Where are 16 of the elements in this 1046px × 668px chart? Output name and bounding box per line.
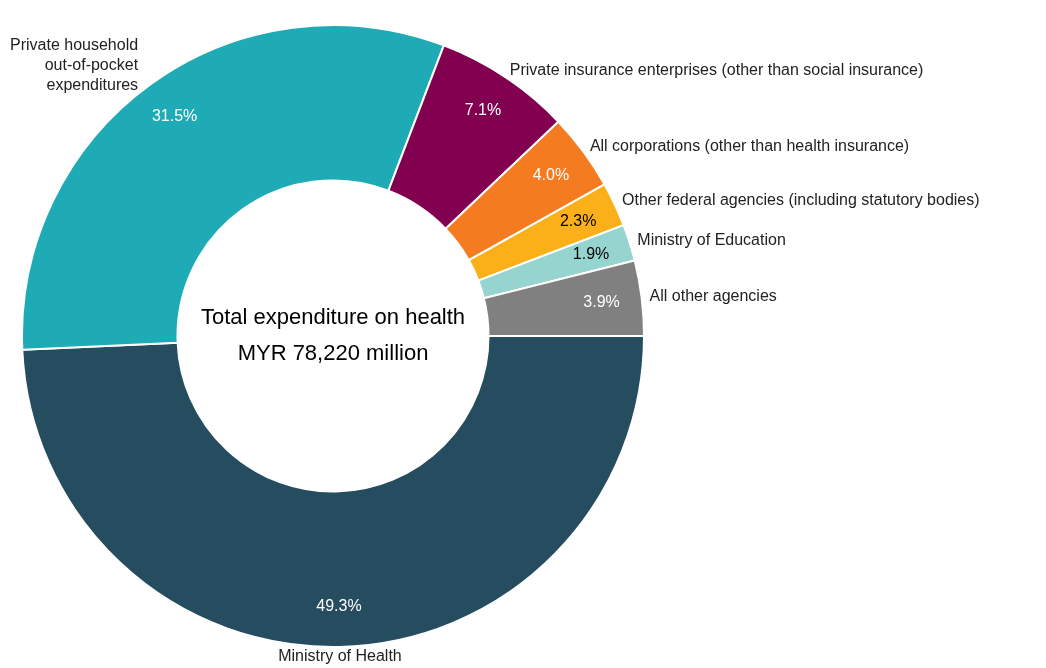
slice-label: Ministry of Education (637, 230, 786, 248)
slice-label: All corporations (other than health insurance) (589, 137, 910, 155)
data-label: 1.9% (572, 245, 610, 263)
text: Total expenditure on health (200, 304, 466, 330)
data-label: 4.0% (532, 166, 570, 183)
data-label: 31.5% (151, 107, 198, 125)
data-label: 2.3% (559, 211, 597, 229)
text: MYR 78,220 million (237, 340, 429, 366)
slice-label: Private insurance enterprises (other than social insurance) (509, 60, 924, 78)
data-label: 49.3% (316, 596, 362, 614)
slice-label: All other agencies (649, 287, 777, 305)
slice-label: Other federal agencies (including statutory bodies) (622, 191, 980, 209)
data-label: 7.1% (464, 101, 502, 119)
slice-label: Private household out-of-pocket expenditures (10, 36, 139, 94)
slice-label: Ministry of Health (278, 647, 402, 665)
data-label: 3.9% (583, 293, 620, 311)
